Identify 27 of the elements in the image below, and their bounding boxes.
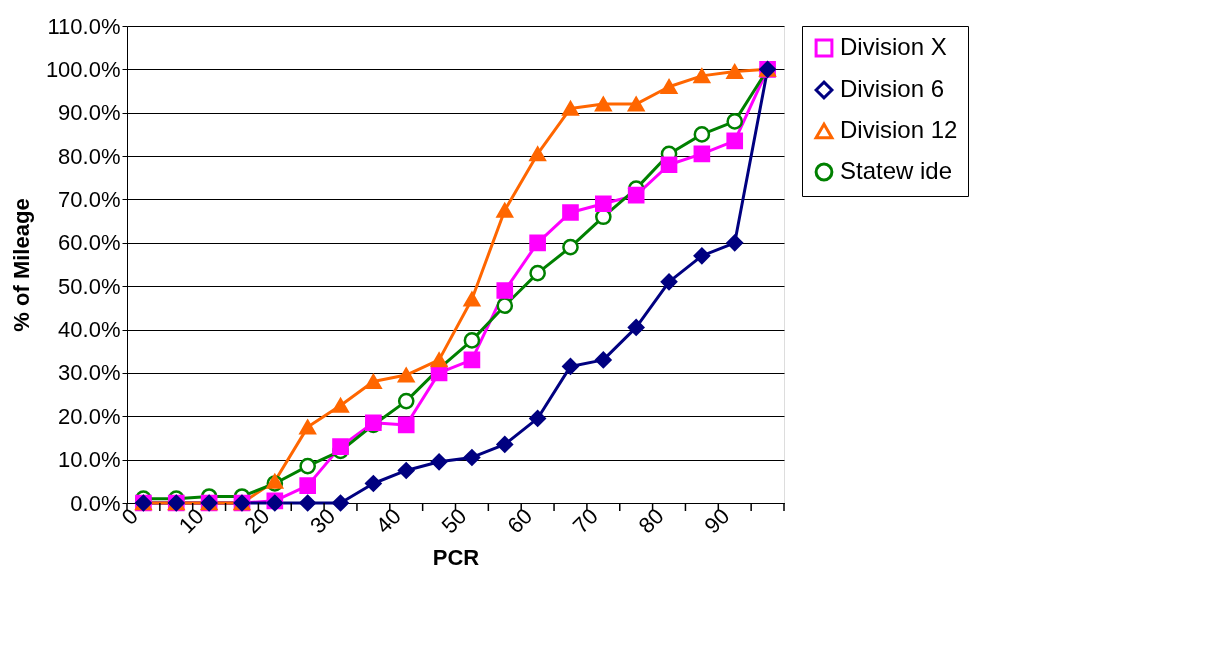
x-tick-label: 90: [699, 503, 735, 539]
x-axis-title: PCR: [432, 544, 480, 570]
y-tick-label: 20.0%: [58, 403, 121, 429]
x-tick-label: 30: [305, 503, 341, 539]
legend-label: Division 6: [840, 75, 945, 102]
x-tick-label: 60: [502, 503, 538, 539]
y-tick-label: 30.0%: [58, 360, 121, 386]
y-tick-label: 90.0%: [58, 100, 121, 126]
legend-label: Division X: [840, 33, 947, 60]
x-tick-label: 20: [239, 503, 275, 539]
y-tick-label: 10.0%: [58, 447, 121, 473]
x-tick-label: 40: [370, 503, 406, 539]
x-tick-label: 70: [567, 503, 603, 539]
x-tick-label: 50: [436, 503, 472, 539]
x-tick-label: 80: [633, 503, 669, 539]
y-tick-label: 110.0%: [47, 13, 121, 39]
x-tick-label: 10: [173, 503, 209, 539]
y-tick-label: 0.0%: [70, 490, 121, 516]
y-tick-label: 100.0%: [45, 56, 121, 82]
legend-label: Statew ide: [840, 157, 953, 184]
legend-label: Division 12: [840, 116, 958, 143]
y-tick-label: 40.0%: [58, 317, 121, 343]
y-tick-label: 70.0%: [58, 186, 121, 212]
y-tick-label: 50.0%: [58, 273, 121, 299]
y-tick-label: 60.0%: [58, 230, 121, 256]
y-tick-label: 80.0%: [58, 143, 121, 169]
y-axis-title: % of Mileage: [8, 198, 34, 332]
